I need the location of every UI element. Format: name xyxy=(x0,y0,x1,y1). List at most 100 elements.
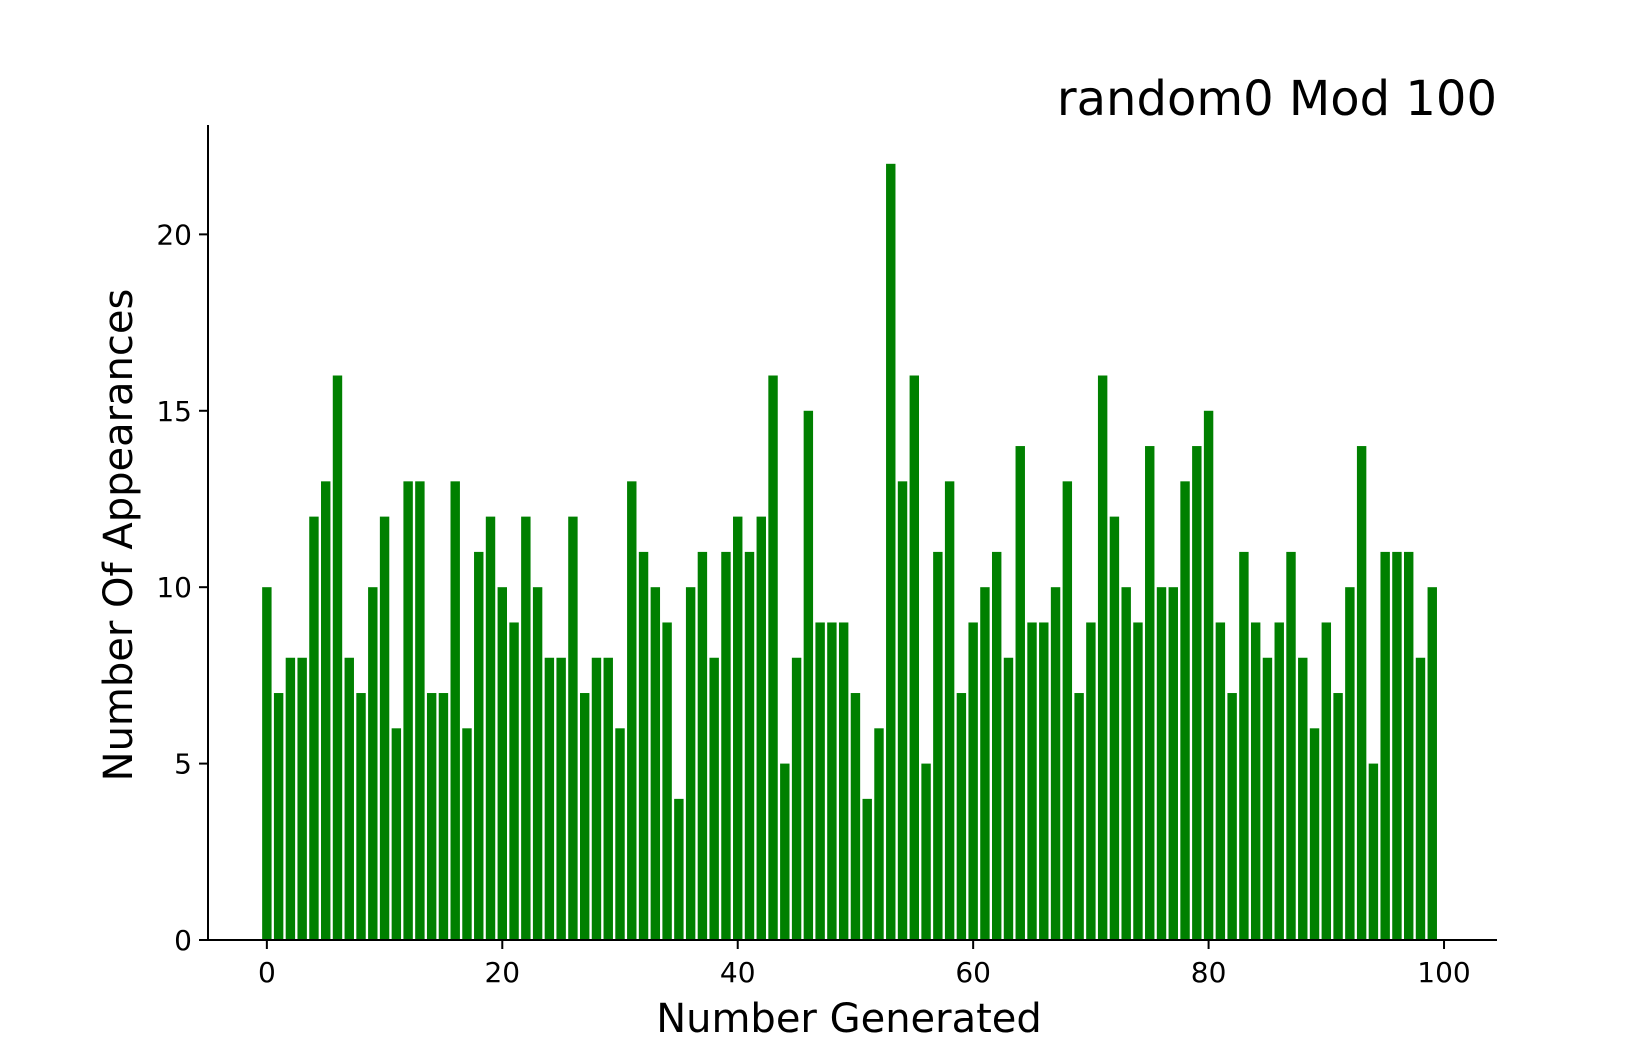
bar-30 xyxy=(615,728,625,940)
bar-12 xyxy=(403,481,413,940)
bar-5 xyxy=(321,481,331,940)
x-tick-label: 20 xyxy=(484,956,520,989)
bar-57 xyxy=(933,551,943,940)
bar-81 xyxy=(1215,622,1226,940)
bar-88 xyxy=(1298,657,1308,940)
bar-23 xyxy=(532,587,543,940)
bar-24 xyxy=(544,657,555,940)
bar-60 xyxy=(968,622,978,940)
x-tick-label: 0 xyxy=(258,956,276,989)
bar-18 xyxy=(474,551,484,940)
bar-91 xyxy=(1333,693,1343,940)
x-axis-title: Number Generated xyxy=(656,996,1042,1042)
y-tick-label: 5 xyxy=(174,748,192,781)
bar-19 xyxy=(485,516,496,940)
bar-69 xyxy=(1074,693,1084,940)
bar-46 xyxy=(803,410,814,940)
bar-61 xyxy=(980,587,990,940)
bar-25 xyxy=(556,657,566,940)
x-tick-label: 40 xyxy=(720,956,756,989)
bar-74 xyxy=(1133,622,1143,940)
bar-10 xyxy=(379,516,390,940)
bar-58 xyxy=(944,481,955,940)
bar-89 xyxy=(1309,728,1320,940)
bar-75 xyxy=(1145,446,1155,940)
bar-84 xyxy=(1250,622,1261,940)
chart-title: random0 Mod 100 xyxy=(1057,71,1497,127)
y-axis-title: Number Of Appearances xyxy=(96,289,142,782)
bar-53 xyxy=(886,163,896,940)
bar-56 xyxy=(921,763,931,940)
y-tick-label: 15 xyxy=(156,395,192,428)
bar-79 xyxy=(1192,446,1202,940)
bar-96 xyxy=(1392,551,1402,940)
bar-62 xyxy=(991,551,1002,940)
bar-22 xyxy=(521,516,531,940)
bar-14 xyxy=(426,693,437,940)
y-tick-label: 10 xyxy=(156,571,192,604)
bar-65 xyxy=(1027,622,1037,940)
bar-33 xyxy=(650,587,661,940)
bar-34 xyxy=(662,622,672,940)
bar-51 xyxy=(862,798,872,940)
bar-92 xyxy=(1345,587,1355,940)
bar-43 xyxy=(768,375,778,940)
bar-95 xyxy=(1380,551,1390,940)
bar-9 xyxy=(368,587,378,940)
x-tick-label: 60 xyxy=(955,956,991,989)
bar-32 xyxy=(638,551,649,940)
bar-63 xyxy=(1003,657,1014,940)
bar-29 xyxy=(603,657,613,940)
bar-44 xyxy=(780,763,790,940)
bar-11 xyxy=(391,728,402,940)
y-tick-label: 20 xyxy=(156,218,192,251)
bar-15 xyxy=(438,693,449,940)
bar-37 xyxy=(697,551,708,940)
bar-16 xyxy=(450,481,460,940)
bar-70 xyxy=(1086,622,1096,940)
bar-72 xyxy=(1109,516,1120,940)
bar-4 xyxy=(309,516,319,940)
bar-86 xyxy=(1274,622,1284,940)
bar-90 xyxy=(1321,622,1332,940)
bar-36 xyxy=(685,587,696,940)
bar-98 xyxy=(1415,657,1426,940)
bar-71 xyxy=(1097,375,1108,940)
x-tick-label: 100 xyxy=(1417,956,1470,989)
bar-0 xyxy=(262,587,272,940)
bar-99 xyxy=(1427,587,1437,940)
bar-28 xyxy=(591,657,602,940)
bar-26 xyxy=(568,516,578,940)
bar-94 xyxy=(1368,763,1379,940)
bar-80 xyxy=(1203,410,1214,940)
bar-68 xyxy=(1062,481,1073,940)
bar-35 xyxy=(674,798,684,940)
bar-17 xyxy=(462,728,472,940)
bar-39 xyxy=(721,551,731,940)
bar-47 xyxy=(815,622,825,940)
y-axis-ticks: 0 5 10 15 20 xyxy=(156,218,208,957)
bar-13 xyxy=(415,481,425,940)
bar-8 xyxy=(356,693,366,940)
bar-49 xyxy=(838,622,849,940)
bar-2 xyxy=(285,657,296,940)
bar-87 xyxy=(1286,551,1296,940)
bar-42 xyxy=(756,516,766,940)
bar-67 xyxy=(1050,587,1061,940)
bar-85 xyxy=(1262,657,1273,940)
bar-76 xyxy=(1156,587,1167,940)
bar-93 xyxy=(1356,446,1367,940)
bar-21 xyxy=(509,622,519,940)
bar-77 xyxy=(1168,587,1178,940)
bar-3 xyxy=(297,657,307,940)
bar-54 xyxy=(897,481,908,940)
bar-78 xyxy=(1180,481,1190,940)
x-tick-label: 80 xyxy=(1191,956,1227,989)
bar-6 xyxy=(332,375,343,940)
bar-20 xyxy=(497,587,507,940)
bar-27 xyxy=(579,693,590,940)
bar-82 xyxy=(1227,693,1237,940)
bar-55 xyxy=(909,375,920,940)
bar-41 xyxy=(744,551,755,940)
